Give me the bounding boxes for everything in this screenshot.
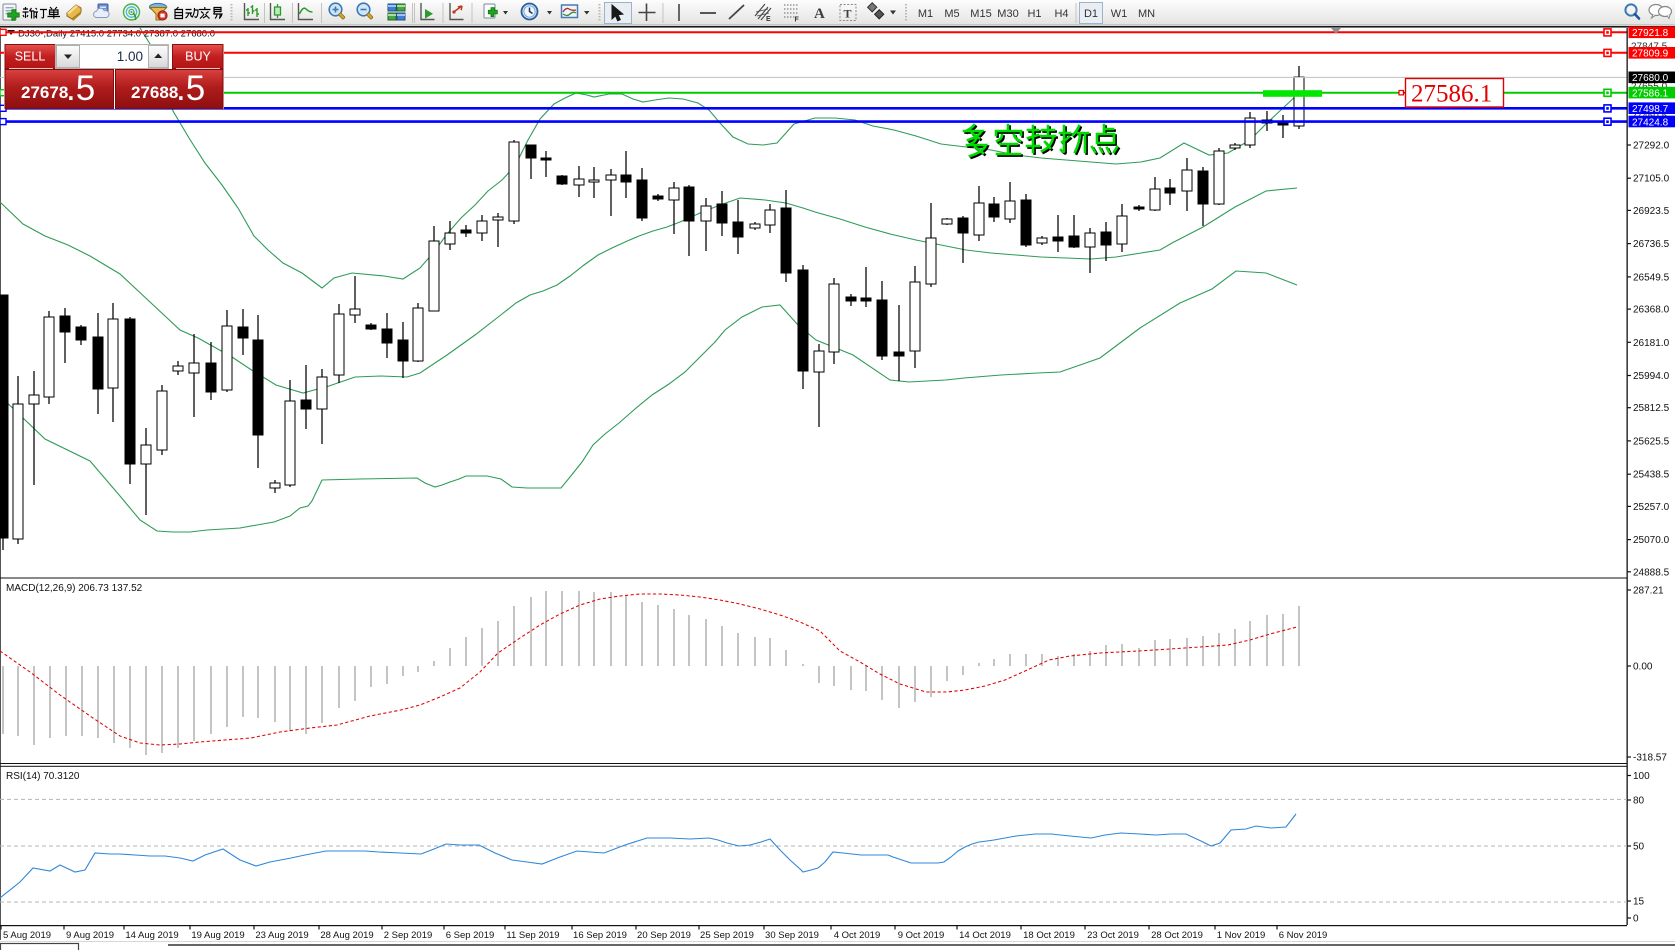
svg-text:25257.0: 25257.0 <box>1633 502 1670 513</box>
svg-text:SELL: SELL <box>15 50 46 64</box>
svg-text:27498.7: 27498.7 <box>1632 104 1669 115</box>
svg-text:25070.0: 25070.0 <box>1633 535 1670 546</box>
svg-text:1 Nov 2019: 1 Nov 2019 <box>1217 930 1266 941</box>
svg-text:28 Oct 2019: 28 Oct 2019 <box>1151 930 1203 941</box>
svg-text:26549.5: 26549.5 <box>1633 272 1670 283</box>
svg-text:287.21: 287.21 <box>1633 586 1664 597</box>
svg-text:25 Sep 2019: 25 Sep 2019 <box>700 930 754 941</box>
svg-text:4 Oct 2019: 4 Oct 2019 <box>834 930 880 941</box>
svg-text:27105.0: 27105.0 <box>1633 174 1670 185</box>
svg-text:9 Oct 2019: 9 Oct 2019 <box>898 930 944 941</box>
svg-text:5 Aug 2019: 5 Aug 2019 <box>3 930 51 941</box>
svg-text:14 Oct 2019: 14 Oct 2019 <box>959 930 1011 941</box>
svg-text:26923.5: 26923.5 <box>1633 206 1670 217</box>
svg-text:M1: M1 <box>918 8 933 20</box>
svg-text:6 Nov 2019: 6 Nov 2019 <box>1279 930 1328 941</box>
svg-text:M5: M5 <box>944 8 959 20</box>
svg-text:100: 100 <box>1633 771 1650 782</box>
svg-text:9 Aug 2019: 9 Aug 2019 <box>66 930 114 941</box>
svg-text:27921.8: 27921.8 <box>1632 28 1669 39</box>
svg-text:W1: W1 <box>1111 8 1128 20</box>
svg-text:E: E <box>766 16 771 23</box>
svg-text:11 Sep 2019: 11 Sep 2019 <box>506 930 559 941</box>
svg-text:T: T <box>844 7 852 21</box>
svg-text:80: 80 <box>1633 796 1645 807</box>
svg-text:25812.5: 25812.5 <box>1633 403 1670 414</box>
svg-text:F: F <box>795 17 800 24</box>
svg-text:19 Aug 2019: 19 Aug 2019 <box>191 930 244 941</box>
svg-text:M15: M15 <box>970 8 991 20</box>
svg-text:15: 15 <box>1633 897 1645 908</box>
svg-text:20 Sep 2019: 20 Sep 2019 <box>637 930 691 941</box>
svg-text:24888.5: 24888.5 <box>1633 567 1670 578</box>
svg-text:26736.5: 26736.5 <box>1633 239 1670 250</box>
svg-text:-318.57: -318.57 <box>1633 753 1667 764</box>
svg-text:.5: .5 <box>66 69 95 108</box>
svg-text:27586.1: 27586.1 <box>1411 81 1492 108</box>
svg-text:M30: M30 <box>997 8 1018 20</box>
svg-text:0: 0 <box>1633 914 1639 925</box>
svg-text:A: A <box>814 6 825 22</box>
svg-text:23 Oct 2019: 23 Oct 2019 <box>1087 930 1139 941</box>
svg-text:23 Aug 2019: 23 Aug 2019 <box>255 930 308 941</box>
svg-text:30 Sep 2019: 30 Sep 2019 <box>765 930 819 941</box>
svg-text:18 Oct 2019: 18 Oct 2019 <box>1023 930 1075 941</box>
svg-text:27424.8: 27424.8 <box>1632 117 1669 128</box>
svg-text:27292.0: 27292.0 <box>1633 141 1670 152</box>
svg-text:0.00: 0.00 <box>1633 662 1653 673</box>
svg-text:MACD(12,26,9) 206.73 137.52: MACD(12,26,9) 206.73 137.52 <box>6 583 143 594</box>
svg-text:H1: H1 <box>1027 8 1041 20</box>
svg-text:BUY: BUY <box>185 50 211 64</box>
svg-text:14 Aug 2019: 14 Aug 2019 <box>125 930 178 941</box>
svg-text:27678: 27678 <box>21 83 68 102</box>
svg-text:6 Sep 2019: 6 Sep 2019 <box>446 930 495 941</box>
svg-text:1.00: 1.00 <box>117 49 143 64</box>
svg-text:25625.5: 25625.5 <box>1633 436 1670 447</box>
svg-text:RSI(14) 70.3120: RSI(14) 70.3120 <box>6 771 80 782</box>
svg-text:25438.5: 25438.5 <box>1633 470 1670 481</box>
svg-text:50: 50 <box>1633 842 1645 853</box>
svg-text:DJ30-,Daily 27415.0 27734.0 2: DJ30-,Daily 27415.0 27734.0 27387.0 2768… <box>18 29 215 40</box>
svg-text:28 Aug 2019: 28 Aug 2019 <box>320 930 373 941</box>
svg-text:16 Sep 2019: 16 Sep 2019 <box>573 930 627 941</box>
svg-text:27809.9: 27809.9 <box>1632 49 1669 60</box>
svg-text:25994.0: 25994.0 <box>1633 371 1670 382</box>
svg-text:.5: .5 <box>176 69 205 108</box>
svg-text:27680.0: 27680.0 <box>1632 73 1669 84</box>
svg-text:26181.0: 26181.0 <box>1633 338 1670 349</box>
svg-text:MN: MN <box>1138 8 1155 20</box>
svg-text:D1: D1 <box>1084 8 1098 20</box>
svg-text:26368.0: 26368.0 <box>1633 305 1670 316</box>
svg-text:27688: 27688 <box>131 83 178 102</box>
svg-text:27586.1: 27586.1 <box>1632 88 1669 99</box>
svg-text:H4: H4 <box>1054 8 1068 20</box>
svg-text:2 Sep 2019: 2 Sep 2019 <box>384 930 433 941</box>
